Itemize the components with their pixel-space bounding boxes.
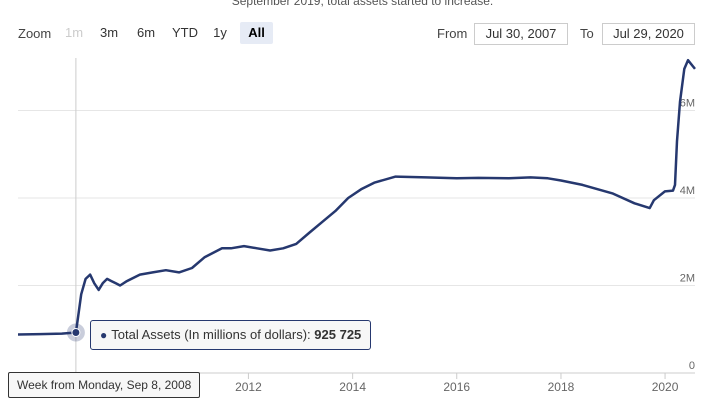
zoom-button-3m[interactable]: 3m	[100, 25, 119, 40]
zoom-label: Zoom	[18, 26, 52, 41]
x-axis-ticks: 2012 2014 2016 2018 2020	[235, 373, 679, 394]
y-tick-label-6M: 6M	[680, 98, 695, 110]
zoom-button-all[interactable]: All	[240, 22, 273, 44]
y-tick-label-4M: 4M	[680, 185, 695, 197]
zoom-button-ytd[interactable]: YTD	[172, 25, 198, 40]
crosshair-date-label: Week from Monday, Sep 8, 2008	[8, 372, 201, 398]
zoom-button-1y[interactable]: 1y	[213, 25, 227, 40]
zoom-button-6m[interactable]: 6m	[137, 25, 156, 40]
x-tick-label-2016: 2016	[443, 380, 470, 394]
x-tick-label-2018: 2018	[548, 380, 575, 394]
tooltip: ● Total Assets (In millions of dollars): …	[90, 320, 372, 350]
tooltip-series-name: Total Assets (In millions of dollars)	[111, 327, 308, 342]
x-tick-label-2020: 2020	[652, 380, 679, 394]
tooltip-separator: :	[307, 327, 315, 342]
y-tick-label-0: 0	[689, 360, 695, 372]
tooltip-value: 925 725	[314, 327, 362, 342]
y-tick-label-2M: 2M	[680, 273, 695, 285]
x-tick-label-2012: 2012	[235, 380, 262, 394]
range-to-label: To	[580, 26, 594, 41]
range-from-input[interactable]: Jul 30, 2007	[474, 23, 568, 45]
series-line-total-assets[interactable]	[17, 58, 696, 336]
zoom-button-1m[interactable]: 1m	[65, 25, 84, 40]
y-axis-ticks: 0 2M 4M 6M	[680, 98, 695, 373]
range-from-label: From	[437, 26, 468, 41]
chart-subtitle: September 2019, total assets started to …	[231, 0, 494, 8]
series-dot-icon: ●	[100, 328, 108, 342]
range-to-input[interactable]: Jul 29, 2020	[602, 23, 695, 45]
x-tick-label-2014: 2014	[339, 380, 366, 394]
grid-lines	[18, 110, 695, 286]
hover-point[interactable]	[71, 327, 81, 337]
